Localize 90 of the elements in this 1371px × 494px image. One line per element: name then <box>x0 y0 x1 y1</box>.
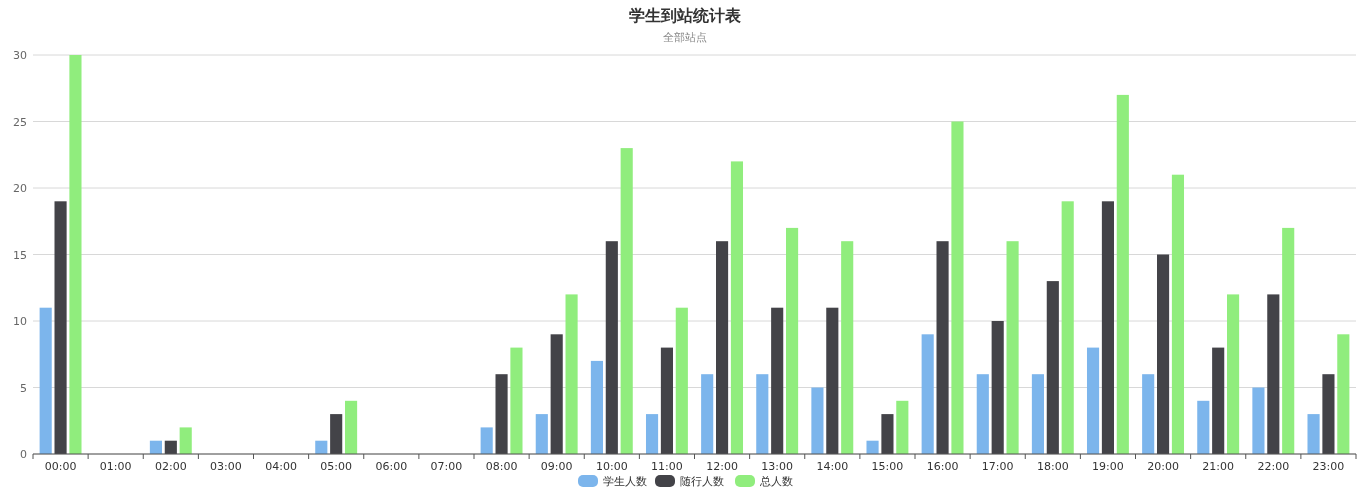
bar <box>660 347 673 454</box>
bar <box>1157 254 1170 454</box>
bar <box>1267 294 1280 454</box>
y-tick-label: 20 <box>13 182 27 195</box>
bar <box>535 414 548 454</box>
bar <box>921 334 934 454</box>
bar <box>826 307 839 454</box>
x-tick-label: 05:00 <box>320 460 353 473</box>
bar <box>54 201 67 454</box>
bar <box>1322 374 1335 454</box>
bar <box>1006 241 1019 454</box>
x-tick-label: 08:00 <box>485 460 518 473</box>
x-tick-label: 11:00 <box>651 460 683 473</box>
x-tick-label: 16:00 <box>926 460 959 473</box>
x-tick-label: 20:00 <box>1147 460 1179 473</box>
bar <box>786 227 799 454</box>
bar <box>1307 414 1320 454</box>
bar <box>976 374 989 454</box>
x-tick-label: 03:00 <box>210 460 242 473</box>
x-tick-label: 17:00 <box>981 460 1014 473</box>
bar <box>896 400 909 454</box>
legend-label: 学生人数 <box>603 475 647 488</box>
x-tick-label: 21:00 <box>1202 460 1235 473</box>
bar <box>1046 281 1059 454</box>
x-tick-label: 22:00 <box>1257 460 1290 473</box>
bar <box>730 161 744 454</box>
bar <box>510 347 523 454</box>
bar <box>565 294 578 454</box>
bar <box>841 241 854 454</box>
bar <box>345 400 358 454</box>
y-tick-label: 10 <box>13 315 27 328</box>
bar <box>1061 201 1074 454</box>
bar <box>1086 347 1100 454</box>
bar <box>936 241 949 454</box>
bar <box>1101 201 1114 454</box>
x-tick-label: 06:00 <box>375 460 408 473</box>
x-tick-label: 09:00 <box>540 460 573 473</box>
bar <box>951 121 964 454</box>
bar <box>991 321 1004 454</box>
bar <box>39 307 52 454</box>
x-tick-label: 18:00 <box>1036 460 1069 473</box>
bar <box>1337 334 1350 454</box>
y-tick-label: 15 <box>13 248 27 262</box>
x-tick-label: 00:00 <box>44 460 77 473</box>
bar <box>480 427 493 454</box>
bar <box>701 374 714 454</box>
legend-label: 总人数 <box>759 475 793 488</box>
y-tick-label: 0 <box>20 448 27 461</box>
bar <box>495 374 508 454</box>
bar <box>1116 94 1129 454</box>
legend-label: 随行人数 <box>680 475 724 488</box>
bar <box>330 414 343 454</box>
bar <box>756 374 769 454</box>
bar <box>69 55 82 454</box>
bar <box>1171 174 1185 454</box>
bar <box>1282 227 1295 454</box>
x-tick-label: 04:00 <box>265 460 297 473</box>
x-tick-label: 19:00 <box>1092 460 1124 473</box>
bar <box>675 307 688 454</box>
bar <box>645 414 659 454</box>
bar <box>716 241 729 454</box>
y-tick-label: 25 <box>13 115 27 129</box>
y-tick-label: 5 <box>20 381 27 395</box>
chart-subtitle: 全部站点 <box>663 31 707 44</box>
x-tick-label: 07:00 <box>430 460 463 473</box>
bar <box>1227 294 1240 454</box>
chart-title: 学生到站统计表 <box>629 6 742 25</box>
bar <box>1142 374 1155 454</box>
bar <box>1031 374 1044 454</box>
bar <box>881 414 894 454</box>
x-tick-label: 15:00 <box>871 460 904 473</box>
bar <box>550 334 563 454</box>
x-tick-label: 13:00 <box>761 460 794 473</box>
x-tick-label: 01:00 <box>99 460 132 473</box>
x-tick-label: 02:00 <box>154 460 187 473</box>
bar <box>866 440 879 454</box>
x-tick-label: 10:00 <box>595 460 628 473</box>
bar <box>605 241 618 454</box>
bar <box>1252 387 1265 454</box>
y-tick-label: 30 <box>13 49 27 62</box>
x-tick-label: 14:00 <box>816 460 849 473</box>
bar <box>179 427 192 454</box>
x-tick-label: 23:00 <box>1312 460 1345 473</box>
bar <box>620 148 633 454</box>
bar <box>1212 347 1225 454</box>
bar <box>1197 400 1210 454</box>
bar <box>811 387 824 454</box>
bar <box>590 360 603 454</box>
bar <box>771 307 784 454</box>
x-tick-label: 12:00 <box>706 460 738 473</box>
